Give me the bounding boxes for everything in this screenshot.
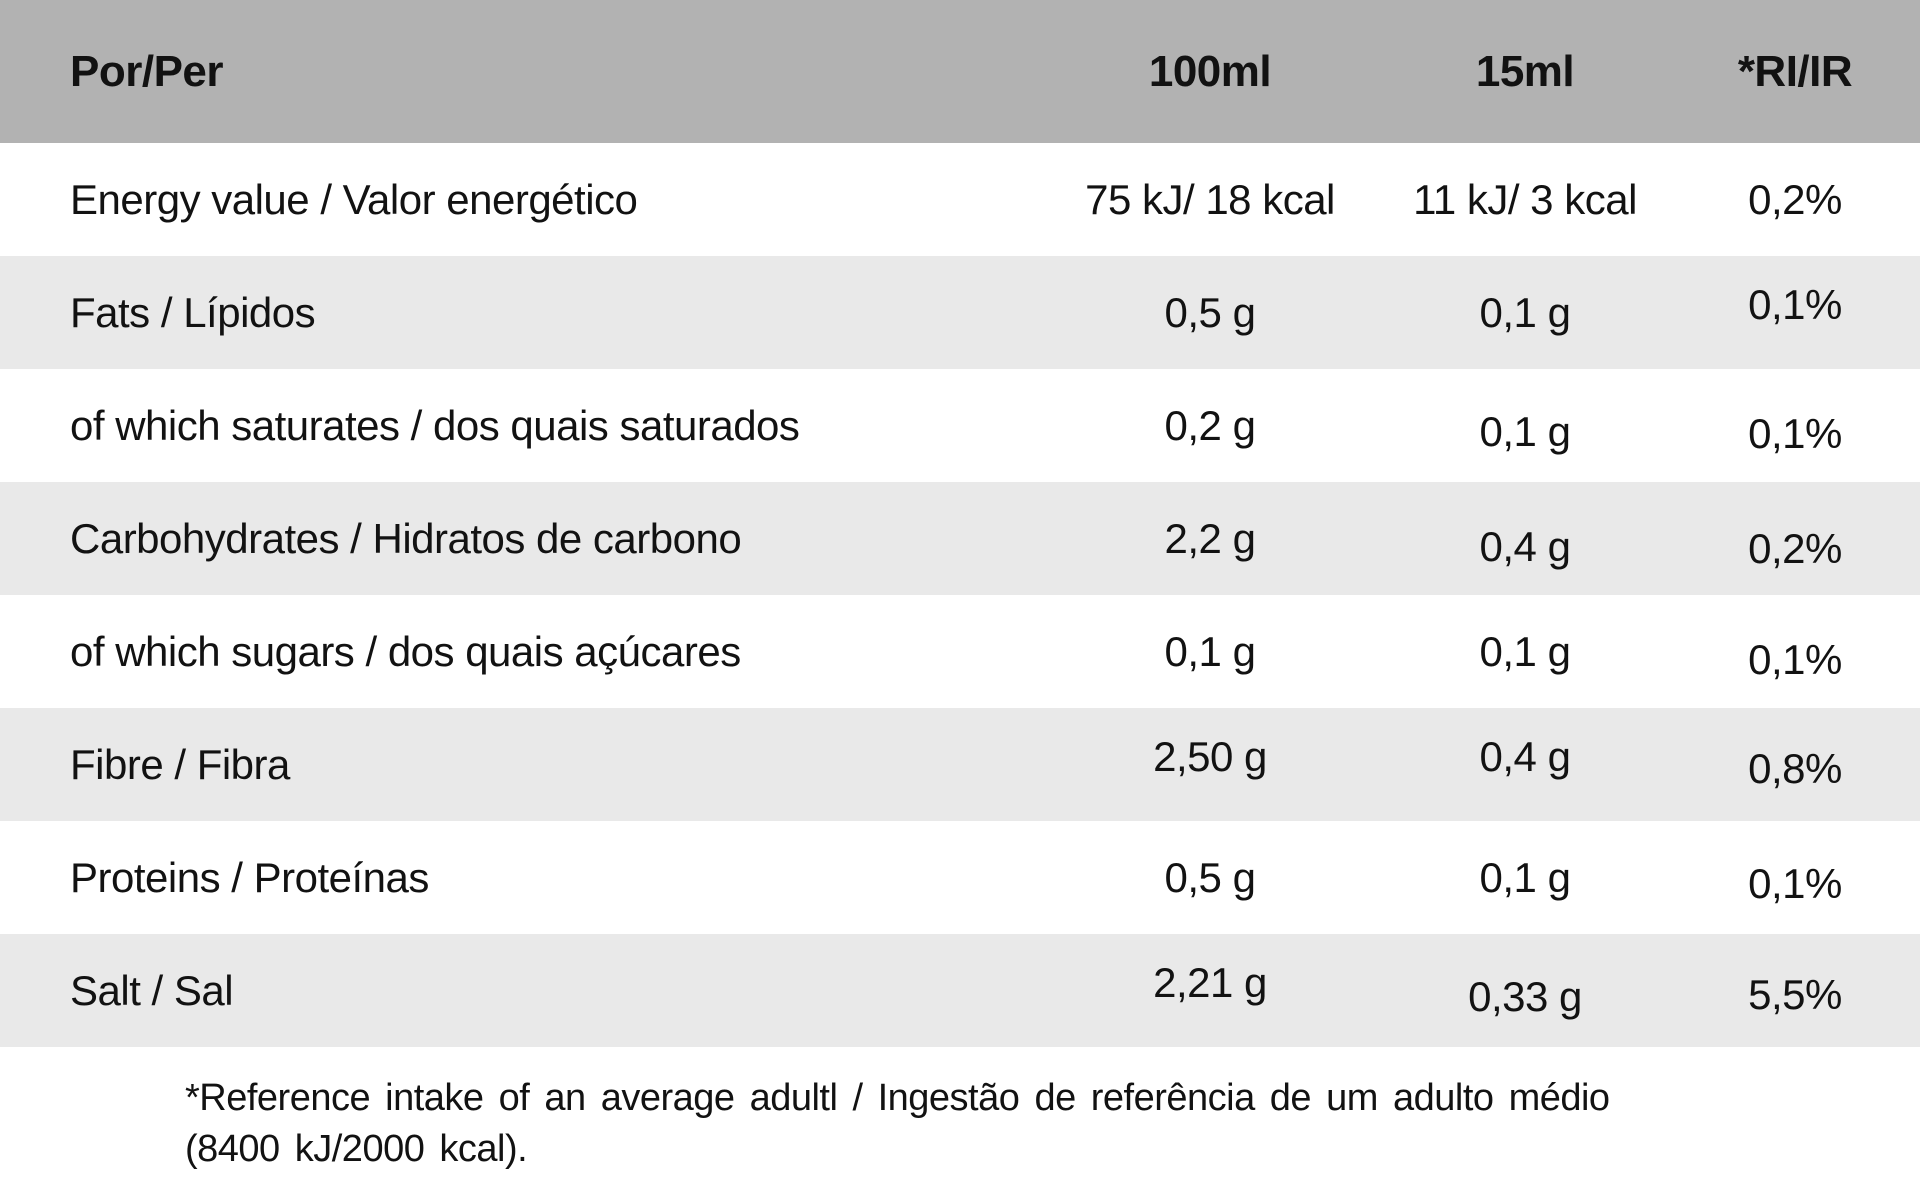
value-ri: 0,1% xyxy=(1748,635,1842,683)
table-header-row: Por/Per 100ml 15ml *RI/IR xyxy=(0,0,1920,143)
table-row-fibre: Fibre / Fibra 2,50 g 0,4 g 0,8% xyxy=(0,708,1920,821)
table-row-salt: Salt / Sal 2,21 g 0,33 g 5,5% xyxy=(0,934,1920,1047)
value-100ml: 2,21 g xyxy=(1153,958,1267,1006)
value-100ml: 75 kJ/ 18 kcal xyxy=(1085,175,1335,223)
value-15ml: 0,1 g xyxy=(1479,853,1571,901)
value-ri: 0,2% xyxy=(1748,175,1842,223)
value-15ml: 0,4 g xyxy=(1479,732,1571,780)
value-ri: 0,1% xyxy=(1748,859,1842,907)
value-100ml: 0,5 g xyxy=(1164,853,1256,901)
table-row-proteins: Proteins / Proteínas 0,5 g 0,1 g 0,1% xyxy=(0,821,1920,934)
footnote-line-1: *Reference intake of an average adultl /… xyxy=(185,1077,1610,1119)
row-label: Fibre / Fibra xyxy=(70,740,290,788)
row-label: Proteins / Proteínas xyxy=(70,853,429,901)
value-100ml: 0,5 g xyxy=(1164,288,1256,336)
column-header-ri-ir: *RI/IR xyxy=(1737,46,1853,96)
row-label: of which sugars / dos quais açúcares xyxy=(70,627,741,675)
value-15ml: 0,33 g xyxy=(1468,972,1582,1020)
value-ri: 0,8% xyxy=(1748,744,1842,792)
row-label: Carbohydrates / Hidratos de carbono xyxy=(70,514,742,562)
value-100ml: 2,50 g xyxy=(1153,732,1267,780)
row-label: of which saturates / dos quais saturados xyxy=(70,401,800,449)
value-15ml: 0,1 g xyxy=(1479,407,1571,455)
value-ri: 0,2% xyxy=(1748,524,1842,572)
column-header-15ml: 15ml xyxy=(1475,46,1575,96)
value-15ml: 0,1 g xyxy=(1479,288,1571,336)
value-ri: 0,1% xyxy=(1748,409,1842,457)
row-label: Fats / Lípidos xyxy=(70,288,316,336)
value-15ml: 11 kJ/ 3 kcal xyxy=(1413,175,1637,223)
footnote-line-2: (8400 kJ/2000 kcal). xyxy=(185,1127,528,1170)
value-ri: 0,1% xyxy=(1748,280,1842,328)
footnote: *Reference intake of an average adultl /… xyxy=(0,1047,1920,1195)
row-label: Salt / Sal xyxy=(70,966,234,1014)
value-100ml: 2,2 g xyxy=(1164,514,1256,562)
column-header-100ml: 100ml xyxy=(1148,46,1272,96)
column-header-per: Por/Per xyxy=(70,46,224,96)
value-ri: 5,5% xyxy=(1748,970,1842,1018)
table-row-energy: Energy value / Valor energético 75 kJ/ 1… xyxy=(0,143,1920,256)
value-15ml: 0,4 g xyxy=(1479,522,1571,570)
table-row-saturates: of which saturates / dos quais saturados… xyxy=(0,369,1920,482)
table-row-carbohydrates: Carbohydrates / Hidratos de carbono 2,2 … xyxy=(0,482,1920,595)
table-row-sugars: of which sugars / dos quais açúcares 0,1… xyxy=(0,595,1920,708)
value-100ml: 0,1 g xyxy=(1164,627,1256,675)
value-100ml: 0,2 g xyxy=(1164,401,1256,449)
table-row-fats: Fats / Lípidos 0,5 g 0,1 g 0,1% xyxy=(0,256,1920,369)
value-15ml: 0,1 g xyxy=(1479,627,1571,675)
row-label: Energy value / Valor energético xyxy=(70,175,638,223)
